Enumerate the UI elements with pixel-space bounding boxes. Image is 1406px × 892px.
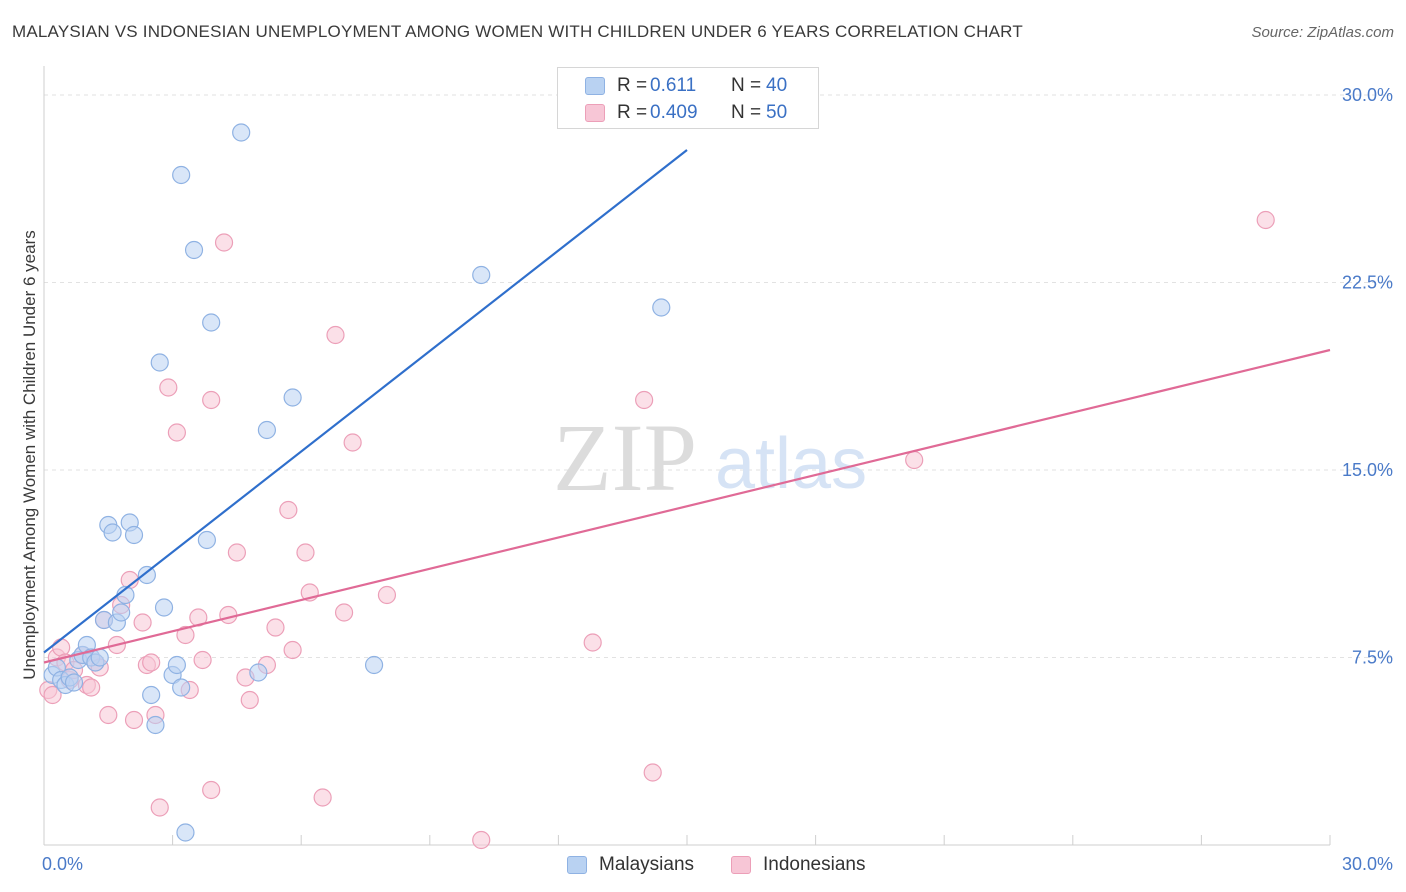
malaysians-point	[364, 655, 384, 675]
indonesians-point	[167, 423, 186, 442]
malaysians-point	[124, 525, 144, 545]
r-label: R =	[617, 102, 648, 123]
trend-layer	[43, 149, 1331, 664]
series-legend: Malaysians Indonesians	[0, 851, 1406, 879]
y-tick-label: 7.5%	[1352, 648, 1393, 668]
indonesians-point	[43, 685, 62, 705]
y-tick-label: 15.0%	[1342, 460, 1393, 480]
indonesians-point	[643, 763, 662, 782]
indonesians-point	[583, 633, 602, 652]
malaysians-point	[176, 823, 195, 842]
indonesians-point	[202, 780, 221, 800]
indonesians-point	[159, 378, 178, 397]
indonesians-point	[326, 325, 345, 345]
malaysians-point	[64, 673, 84, 692]
legend-label-malaysians: Malaysians	[599, 854, 695, 875]
malaysians-swatch	[567, 856, 587, 874]
n-label: N =	[731, 75, 762, 96]
indonesians-point	[296, 543, 315, 562]
indonesians-point	[905, 450, 924, 470]
indonesians-trend-line	[43, 348, 1331, 664]
indonesians-point	[334, 603, 354, 622]
indonesians-point	[1256, 210, 1275, 230]
indonesians-point	[266, 618, 285, 637]
malaysians-point	[197, 530, 216, 550]
indonesians-point	[150, 798, 169, 817]
indonesians-point	[214, 233, 234, 252]
indonesians-point	[343, 433, 362, 452]
legend-row-indonesians: R = 0.409 N = 50	[558, 101, 818, 127]
legend-row-malaysians: R = 0.611 N = 40	[558, 74, 818, 100]
indonesians-point	[377, 585, 397, 605]
legend-label-indonesians: Indonesians	[763, 854, 866, 875]
indonesians-point	[227, 543, 246, 562]
n-value: 40	[766, 75, 788, 96]
malaysians-point	[90, 648, 109, 667]
indonesians-point	[283, 640, 302, 660]
chart-title: MALAYSIAN VS INDONESIAN UNEMPLOYMENT AMO…	[12, 22, 1023, 41]
grid-layer	[44, 94, 1392, 658]
axes-layer	[43, 66, 1331, 846]
y-tick-label: 30.0%	[1342, 85, 1393, 105]
malaysians-point	[142, 685, 161, 705]
indonesians-point	[142, 653, 161, 672]
y-axis-label: Unemployment Among Women with Children U…	[20, 230, 39, 679]
malaysians-point	[283, 388, 302, 407]
indonesians-point	[82, 678, 101, 697]
malaysians-point	[103, 523, 122, 542]
r-label: R =	[617, 75, 648, 96]
malaysians-trend-line	[43, 149, 688, 654]
malaysians-point	[137, 565, 156, 585]
malaysians-point	[652, 298, 671, 317]
indonesians-point	[52, 638, 71, 657]
malaysians-point	[202, 313, 221, 332]
malaysians-swatch	[585, 77, 605, 95]
indonesians-point	[193, 650, 212, 670]
source-label: Source: ZipAtlas.com	[1251, 24, 1394, 41]
indonesians-point	[279, 500, 298, 520]
watermark-zip: ZIP	[553, 404, 697, 511]
malaysians-point	[112, 603, 131, 622]
tick-labels: 7.5% 15.0% 22.5% 30.0% 0.0% 30.0%	[42, 85, 1393, 874]
indonesians-point	[124, 710, 144, 730]
correlation-legend: R = 0.611 N = 40 R = 0.409 N = 50	[557, 67, 819, 129]
x-tick-label: 30.0%	[1342, 854, 1393, 874]
indonesians-point	[133, 613, 152, 632]
malaysians-point	[184, 240, 204, 260]
watermark: ZIP atlas	[553, 404, 867, 511]
r-value: 0.409	[650, 102, 698, 123]
malaysians-point	[150, 353, 169, 372]
malaysians-point	[257, 420, 277, 440]
indonesians-swatch	[731, 856, 751, 874]
indonesians-point	[202, 390, 221, 410]
malaysians-point	[167, 655, 186, 675]
y-tick-label: 22.5%	[1342, 273, 1393, 293]
malaysians-point	[172, 165, 191, 185]
malaysians-point	[154, 598, 174, 617]
r-value: 0.611	[650, 75, 697, 96]
x-tick-label: 0.0%	[42, 854, 83, 874]
indonesians-point	[240, 690, 259, 710]
indonesians-point	[635, 390, 654, 410]
indonesians-point	[99, 705, 118, 725]
indonesians-swatch	[585, 104, 605, 122]
indonesians-point	[313, 788, 332, 807]
malaysians-point	[172, 678, 191, 697]
malaysians-point	[249, 663, 268, 682]
indonesians-point	[176, 625, 195, 645]
malaysians-point	[472, 265, 491, 285]
indonesians-point	[219, 605, 238, 625]
n-label: N =	[731, 102, 762, 123]
indonesians-point	[472, 830, 491, 850]
malaysians-point	[146, 715, 165, 735]
watermark-atlas: atlas	[715, 424, 867, 504]
n-value: 50	[766, 102, 788, 123]
malaysians-point	[232, 123, 251, 142]
